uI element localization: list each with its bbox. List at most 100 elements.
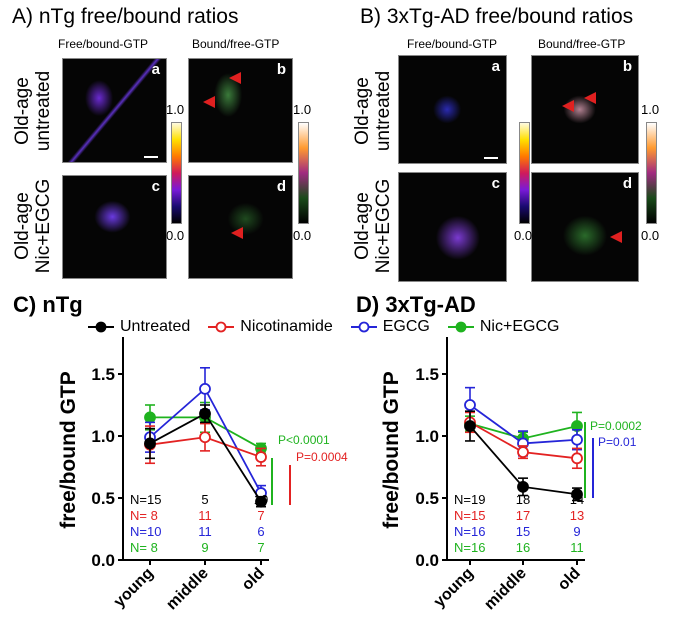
n-count: N=15 [130, 492, 161, 507]
n-count: 15 [516, 524, 530, 539]
colorbar-min-label: 0.0 [514, 228, 533, 243]
n-count: 7 [257, 508, 264, 523]
arrowhead-icon [584, 92, 596, 104]
data-point [199, 382, 211, 395]
y-tick-label: 1.5 [91, 365, 115, 384]
colorbar-min-label: 0.0 [641, 228, 660, 243]
n-count: N=16 [454, 540, 485, 555]
micrograph-c: c [62, 175, 167, 279]
n-count: N=19 [454, 492, 485, 507]
n-count: 16 [516, 540, 530, 555]
y-tick-label: 1.5 [415, 365, 439, 384]
data-point [517, 446, 529, 459]
panel-a-col2-title: Bound/free-GTP [192, 37, 280, 51]
x-tick-label: middle [163, 565, 212, 614]
x-tick-label: old [555, 565, 584, 594]
colorbar-green-fire [646, 122, 657, 224]
n-count: N= 8 [130, 540, 158, 555]
colorbar-max-label: 1.0 [293, 102, 312, 117]
n-count: 11 [198, 508, 212, 523]
data-point [144, 411, 156, 424]
legend-item-nic-egcg: Nic+EGCG [447, 318, 559, 336]
y-axis-label: free/bound GTP [57, 371, 80, 529]
chart-d-title: D) 3xTg-AD [356, 292, 476, 317]
n-count: N=15 [454, 508, 485, 523]
n-count: 17 [516, 508, 530, 523]
y-tick-label: 0.5 [415, 489, 439, 508]
micrograph-b: b [188, 58, 293, 163]
micrograph-a: a [62, 58, 167, 163]
colorbar-green-fire [298, 122, 309, 224]
n-count: 9 [573, 524, 580, 539]
n-count: 11 [198, 524, 212, 539]
p-value: P=0.0004 [296, 450, 348, 464]
arrowhead-icon [231, 227, 243, 239]
data-point [517, 480, 529, 493]
y-axis-label: free/bound GTP [380, 371, 403, 529]
n-count: N= 8 [130, 508, 158, 523]
colorbar-fire [171, 122, 182, 224]
legend-item-untreated: Untreated [88, 318, 190, 336]
data-point [571, 433, 583, 446]
legend-item-nicotinamide: Nicotinamide [208, 318, 333, 336]
legend: Untreated Nicotinamide EGCG Nic+EGCG [88, 318, 559, 336]
scale-bar [144, 156, 158, 158]
data-point [571, 452, 583, 465]
arrowhead-icon [562, 100, 574, 112]
n-count: 14 [570, 492, 584, 507]
y-tick-label: 0.0 [415, 551, 439, 570]
p-value: P=0.01 [598, 435, 637, 449]
data-point [571, 488, 583, 501]
n-count: 5 [201, 492, 208, 507]
n-count: 7 [257, 540, 264, 555]
legend-marker-icon [350, 321, 377, 333]
data-point [144, 437, 156, 450]
data-point [199, 407, 211, 420]
micrograph-d: d [531, 172, 639, 282]
n-count: 10 [254, 492, 268, 507]
arrowhead-icon [203, 96, 215, 108]
legend-marker-icon [208, 321, 235, 333]
chart-c-title: C) nTg [13, 292, 83, 317]
micrograph-d: d [188, 175, 293, 279]
scale-bar [484, 157, 498, 159]
y-tick-label: 0.0 [91, 551, 115, 570]
micrograph-a: a [398, 55, 507, 164]
data-point [464, 399, 476, 411]
n-count: 9 [201, 540, 208, 555]
x-tick-label: young [431, 565, 477, 611]
n-count: N=10 [130, 524, 161, 539]
arrowhead-icon [610, 231, 622, 243]
micrograph-b: b [531, 55, 639, 164]
n-count: 18 [516, 492, 530, 507]
p-value: P=0.0002 [590, 419, 642, 433]
panel-b-title: B) 3xTg-AD free/bound ratios [360, 5, 634, 28]
y-tick-label: 0.5 [91, 489, 115, 508]
colorbar-fire [519, 122, 530, 224]
panel-b-col2-title: Bound/free-GTP [538, 37, 626, 51]
panel-a-col1-title: Free/bound-GTP [58, 37, 149, 51]
arrowhead-icon [229, 72, 241, 84]
x-tick-label: old [239, 565, 268, 594]
data-point [255, 451, 267, 463]
colorbar-max-label: 1.0 [166, 102, 185, 117]
micrograph-c: c [398, 172, 507, 282]
y-tick-label: 1.0 [415, 427, 439, 446]
legend-item-egcg: EGCG [350, 318, 430, 336]
n-count: 6 [257, 524, 264, 539]
x-tick-label: middle [481, 565, 530, 614]
data-point [464, 420, 476, 432]
p-value: P<0.0001 [278, 433, 330, 447]
panel-a-title: A) nTg free/bound ratios [12, 5, 239, 28]
colorbar-min-label: 0.0 [166, 228, 185, 243]
x-tick-label: young [111, 565, 157, 611]
data-point [199, 431, 211, 444]
n-count: N=16 [454, 524, 485, 539]
legend-marker-icon [88, 321, 114, 333]
n-count: 13 [570, 508, 584, 523]
colorbar-max-label: 1.0 [641, 102, 660, 117]
legend-marker-icon [447, 321, 474, 333]
y-tick-label: 1.0 [91, 427, 115, 446]
